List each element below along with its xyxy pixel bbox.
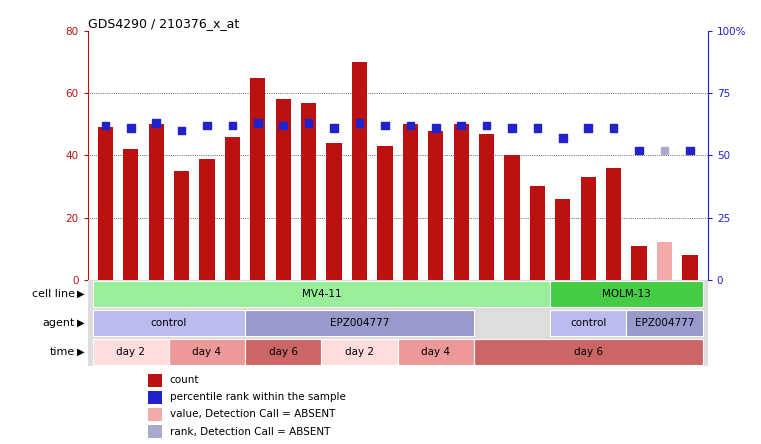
Point — [404, 122, 416, 129]
Bar — [224, 137, 240, 280]
Text: cell line: cell line — [32, 289, 75, 299]
Bar — [97, 127, 113, 280]
Point — [353, 119, 365, 127]
Bar — [398, 339, 474, 365]
Text: MV4-11: MV4-11 — [301, 289, 341, 299]
Bar — [148, 374, 162, 386]
Text: day 4: day 4 — [193, 347, 221, 357]
Point — [277, 122, 289, 129]
Bar — [581, 177, 596, 280]
Text: EPZ004777: EPZ004777 — [330, 318, 389, 328]
Point — [379, 122, 391, 129]
Bar — [169, 339, 245, 365]
Bar — [250, 78, 266, 280]
Bar — [148, 124, 164, 280]
Point — [633, 147, 645, 154]
Text: day 6: day 6 — [269, 347, 298, 357]
Text: day 2: day 2 — [345, 347, 374, 357]
Bar — [683, 255, 698, 280]
Point — [303, 119, 315, 127]
Bar — [454, 124, 469, 280]
Bar — [245, 310, 474, 336]
Bar — [245, 339, 321, 365]
Bar — [657, 242, 672, 280]
Bar — [479, 134, 494, 280]
Bar — [326, 143, 342, 280]
Bar — [550, 281, 702, 307]
Bar — [93, 281, 550, 307]
Point — [658, 147, 670, 154]
Text: control: control — [570, 318, 607, 328]
Bar — [93, 310, 245, 336]
Point — [201, 122, 213, 129]
Bar — [606, 168, 621, 280]
Point — [480, 122, 492, 129]
Text: day 6: day 6 — [574, 347, 603, 357]
Bar — [474, 339, 702, 365]
Point — [684, 147, 696, 154]
Point — [531, 124, 543, 131]
Point — [125, 124, 137, 131]
Bar — [626, 310, 702, 336]
Bar — [93, 339, 169, 365]
Text: percentile rank within the sample: percentile rank within the sample — [170, 392, 345, 402]
Point — [150, 119, 162, 127]
Text: value, Detection Call = ABSENT: value, Detection Call = ABSENT — [170, 409, 335, 420]
Text: day 2: day 2 — [116, 347, 145, 357]
Text: ▶: ▶ — [77, 347, 84, 357]
Text: ▶: ▶ — [77, 318, 84, 328]
Bar — [505, 155, 520, 280]
Bar — [530, 186, 545, 280]
Bar — [148, 408, 162, 421]
Text: agent: agent — [43, 318, 75, 328]
Bar — [275, 99, 291, 280]
Point — [99, 122, 111, 129]
Point — [607, 124, 619, 131]
Bar — [123, 149, 139, 280]
Text: GDS4290 / 210376_x_at: GDS4290 / 210376_x_at — [88, 17, 239, 30]
Bar — [556, 199, 571, 280]
Bar — [632, 246, 647, 280]
Point — [252, 119, 264, 127]
Point — [328, 124, 340, 131]
Bar — [352, 62, 367, 280]
Point — [582, 124, 594, 131]
Bar — [428, 131, 444, 280]
Bar — [148, 391, 162, 404]
Text: count: count — [170, 375, 199, 385]
Bar — [377, 146, 393, 280]
Bar — [148, 425, 162, 438]
Point — [506, 124, 518, 131]
Point — [226, 122, 238, 129]
Text: day 4: day 4 — [422, 347, 451, 357]
Text: MOLM-13: MOLM-13 — [602, 289, 651, 299]
Point — [455, 122, 467, 129]
Bar — [321, 339, 398, 365]
Point — [557, 135, 569, 142]
Text: ▶: ▶ — [77, 289, 84, 299]
Text: time: time — [50, 347, 75, 357]
Text: control: control — [151, 318, 187, 328]
Bar — [403, 124, 418, 280]
Point — [176, 127, 188, 134]
Text: rank, Detection Call = ABSENT: rank, Detection Call = ABSENT — [170, 427, 330, 436]
Bar — [174, 171, 189, 280]
Text: EPZ004777: EPZ004777 — [635, 318, 694, 328]
Point — [430, 124, 442, 131]
Bar — [301, 103, 317, 280]
Bar — [550, 310, 626, 336]
Bar — [199, 159, 215, 280]
